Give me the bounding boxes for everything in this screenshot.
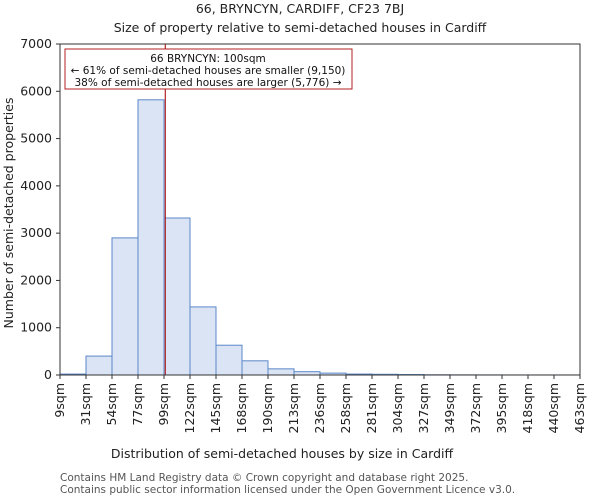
x-axis-ticks: 9sqm 31sqm 54sqm 77sqm 99sqm 122sqm 145sqm 168s… xyxy=(52,375,587,433)
x-tick-label: 281sqm xyxy=(364,383,379,433)
x-tick-label: 145sqm xyxy=(208,383,223,433)
bar-31sqm xyxy=(85,355,113,376)
bar-168sqm xyxy=(241,360,269,376)
bar-99sqm xyxy=(163,217,191,376)
x-tick-label: 258sqm xyxy=(338,383,353,433)
plot-frame xyxy=(59,43,581,376)
x-tick-label: 418sqm xyxy=(520,383,535,433)
chart-subtitle: Size of property relative to semi-detach… xyxy=(114,20,487,35)
y-tick-label: 2000 xyxy=(20,272,52,287)
x-tick-label: 31sqm xyxy=(78,383,93,426)
annotation-line-3: 38% of semi-detached houses are larger (… xyxy=(74,77,341,89)
footer-line-1: Contains HM Land Registry data © Crown c… xyxy=(60,472,468,484)
x-tick-label: 463sqm xyxy=(572,383,587,433)
x-tick-label: 395sqm xyxy=(494,383,509,433)
x-tick-label: 327sqm xyxy=(416,383,431,433)
footer-line-2: Contains public sector information licen… xyxy=(60,484,515,496)
x-tick-label: 372sqm xyxy=(468,383,483,433)
y-axis-label: Number of semi-detached properties xyxy=(1,98,16,329)
x-tick-label: 213sqm xyxy=(286,383,301,433)
y-tick-label: 6000 xyxy=(20,83,52,98)
y-tick-label: 0 xyxy=(44,367,52,382)
bar-145sqm xyxy=(215,344,243,376)
chart-title: 66, BRYNCYN, CARDIFF, CF23 7BJ xyxy=(196,1,404,16)
x-tick-label: 9sqm xyxy=(52,383,67,418)
annotation-line-2: ← 61% of semi-detached houses are smalle… xyxy=(71,65,346,77)
annotation-box: 66 BRYNCYN: 100sqm ← 61% of semi-detache… xyxy=(64,48,353,90)
y-tick-label: 4000 xyxy=(20,178,52,193)
x-tick-label: 122sqm xyxy=(182,383,197,433)
bar-77sqm xyxy=(137,99,165,376)
y-tick-label: 1000 xyxy=(20,320,52,335)
annotation-line-1: 66 BRYNCYN: 100sqm xyxy=(150,53,266,65)
y-axis-ticks: 0 1000 2000 3000 4000 5000 6000 7000 xyxy=(20,36,60,382)
y-tick-label: 3000 xyxy=(20,225,52,240)
bar-122sqm xyxy=(189,306,217,376)
x-tick-label: 77sqm xyxy=(130,383,145,426)
x-tick-label: 54sqm xyxy=(104,383,119,426)
x-tick-label: 168sqm xyxy=(234,383,249,433)
x-tick-label: 349sqm xyxy=(442,383,457,433)
x-tick-label: 99sqm xyxy=(156,383,171,426)
x-tick-label: 440sqm xyxy=(546,383,561,433)
bars-group xyxy=(59,99,581,376)
bar-190sqm xyxy=(267,368,295,376)
x-tick-label: 236sqm xyxy=(312,383,327,433)
y-tick-label: 7000 xyxy=(20,36,52,51)
y-tick-label: 5000 xyxy=(20,131,52,146)
x-axis-label: Distribution of semi-detached houses by … xyxy=(111,446,454,461)
x-tick-label: 190sqm xyxy=(260,383,275,433)
x-tick-label: 304sqm xyxy=(390,383,405,433)
bar-54sqm xyxy=(111,237,139,376)
